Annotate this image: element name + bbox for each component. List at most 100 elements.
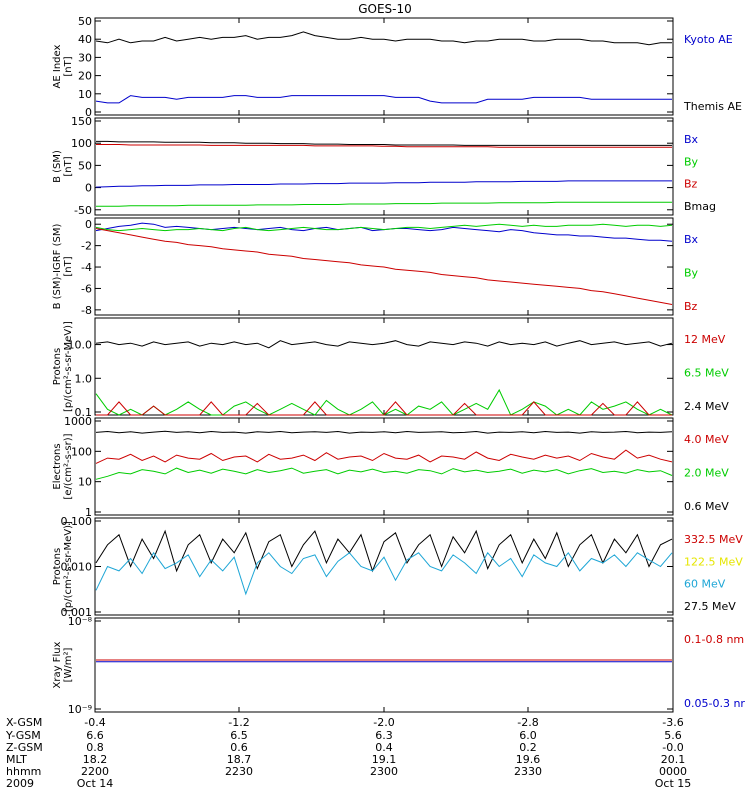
y-tick-label: 50 bbox=[78, 15, 92, 28]
x-table-cell: 0.2 bbox=[519, 741, 537, 754]
y-tick-label: 50 bbox=[78, 159, 92, 172]
series-line-red bbox=[96, 144, 672, 148]
panel-protons2: 0.001 0.010 0.100 Protons [p/(cm²-s-sr-MeV)]… bbox=[52, 515, 743, 619]
x-table-cell: 6.6 bbox=[86, 729, 104, 742]
x-table-row-label: Y-GSM bbox=[5, 729, 41, 742]
series-line-blue bbox=[95, 222, 673, 242]
x-table-cell: -0.4 bbox=[84, 716, 105, 729]
y-tick-label: 0.010 bbox=[61, 561, 93, 574]
legend-entry: 332.5 MeV bbox=[684, 533, 743, 546]
chart-title: GOES-10 bbox=[358, 2, 412, 16]
series-line-cyan bbox=[95, 551, 673, 596]
x-table-row-label: MLT bbox=[6, 753, 27, 766]
y-axis-label: AE Index bbox=[52, 44, 63, 88]
x-table-cell: 18.7 bbox=[227, 753, 252, 766]
x-table-cell: 0000 bbox=[659, 765, 687, 778]
legend-entry: 0.05-0.3 nr bbox=[684, 697, 745, 710]
x-table-cell: 2200 bbox=[81, 765, 109, 778]
y-tick-label: 0 bbox=[85, 106, 92, 119]
series-line-black bbox=[96, 140, 672, 146]
x-table-cell: -0.0 bbox=[662, 741, 683, 754]
series-line-blue bbox=[95, 180, 672, 188]
x-table-cell: 0.4 bbox=[375, 741, 393, 754]
y-axis-label: Protons bbox=[52, 348, 63, 385]
legend-entry: 2.4 MeV bbox=[684, 400, 729, 413]
legend-entry: 122.5 MeV bbox=[684, 555, 743, 568]
y-tick-label: 1 bbox=[85, 506, 92, 519]
y-tick-label: 0.1 bbox=[75, 406, 93, 419]
legend-entry: Themis AE bbox=[683, 100, 742, 113]
x-table-cell: 6.5 bbox=[230, 729, 248, 742]
y-tick-label: 1000 bbox=[64, 415, 92, 428]
y-axis-label: Xray Flux bbox=[52, 641, 63, 688]
x-table-cell: -2.8 bbox=[517, 716, 538, 729]
legend-entry: 27.5 MeV bbox=[684, 600, 736, 613]
y-tick-label: 100 bbox=[71, 137, 92, 150]
y-tick-label: -8 bbox=[81, 304, 92, 317]
y-tick-label: 10⁻⁹ bbox=[68, 703, 92, 716]
x-table-cell: 2330 bbox=[514, 765, 542, 778]
x-table-cell: 0.6 bbox=[230, 741, 248, 754]
x-table-cell: -1.2 bbox=[228, 716, 249, 729]
series-line-black bbox=[95, 31, 672, 46]
y-tick-label: 10 bbox=[78, 476, 92, 489]
legend-entry: 2.0 MeV bbox=[684, 467, 729, 480]
legend-entry: By bbox=[684, 155, 699, 168]
y-axis-label: B (SM) bbox=[52, 150, 63, 183]
y-axis-label: [nT] bbox=[63, 256, 74, 276]
y-axis-label: Electrons bbox=[52, 443, 63, 489]
y-axis-label: [p/(cm²-s-sr-MeV)] bbox=[63, 321, 74, 412]
y-tick-label: 40 bbox=[78, 33, 92, 46]
panel-ae: 0 10 20 30 40 50 AE Index [nT] Kyoto AE Themis AE bbox=[52, 15, 742, 119]
x-table-row-label: 2009 bbox=[6, 777, 34, 790]
y-tick-label: -2 bbox=[81, 240, 92, 253]
legend-entry: 60 MeV bbox=[684, 578, 726, 591]
x-table-cell: Oct 15 bbox=[655, 777, 692, 790]
legend-entry: 6.5 MeV bbox=[684, 367, 729, 380]
x-table-cell: 2230 bbox=[225, 765, 253, 778]
x-table-cell: 20.1 bbox=[661, 753, 686, 766]
legend-entry: 4.0 MeV bbox=[684, 433, 729, 446]
legend-entry: Kyoto AE bbox=[684, 33, 733, 46]
panel-dbsm: -8 -6 -4 -2 0 B (SM)-IGRF (SM) [nT] Bx By Bz bbox=[52, 217, 699, 317]
y-axis-label: [nT] bbox=[63, 56, 74, 76]
y-tick-label: 0.100 bbox=[61, 515, 93, 528]
series-line-blue bbox=[95, 95, 672, 104]
legend-entry: 0.6 MeV bbox=[684, 500, 729, 513]
x-table-cell: -2.0 bbox=[373, 716, 394, 729]
series-line-black bbox=[95, 340, 673, 349]
y-axis-label: [p/(cm²-s-sr-MeV)] bbox=[63, 521, 74, 612]
legend-entry: By bbox=[684, 267, 699, 280]
y-tick-label: 0 bbox=[85, 218, 92, 231]
x-table-cell: -3.6 bbox=[662, 716, 683, 729]
series-line-black bbox=[95, 529, 673, 573]
y-tick-label: 10.0 bbox=[68, 339, 93, 352]
legend-entry: 12 MeV bbox=[684, 333, 726, 346]
x-table-row-label: Z-GSM bbox=[6, 741, 43, 754]
y-tick-label: 0 bbox=[85, 182, 92, 195]
legend-entry: Bz bbox=[684, 178, 698, 191]
series-line-green bbox=[96, 201, 672, 207]
y-axis-label: [W/m²] bbox=[63, 647, 74, 682]
x-table-cell: 18.2 bbox=[83, 753, 108, 766]
y-axis-label: [nT] bbox=[63, 156, 74, 176]
x-table-cell: 0.8 bbox=[86, 741, 104, 754]
panel-frame bbox=[94, 517, 674, 616]
panel-protons1: 0.1 1.0 10.0 Protons [p/(cm²-s-sr-MeV)] 12 Me… bbox=[52, 317, 729, 419]
legend-entry: Bz bbox=[684, 300, 698, 313]
y-axis-label: [e/(cm²-s-sr)] bbox=[63, 433, 74, 499]
x-table-cell: 6.0 bbox=[519, 729, 537, 742]
x-table-row-label: X-GSM bbox=[6, 716, 42, 729]
panel-frame bbox=[94, 617, 674, 713]
series-line-black bbox=[95, 430, 673, 434]
legend-entry: 0.1-0.8 nm bbox=[684, 633, 744, 646]
x-table-cell: 5.6 bbox=[664, 729, 682, 742]
panel-frame bbox=[94, 117, 674, 216]
y-tick-label: 150 bbox=[71, 115, 92, 128]
legend-entry: Bx bbox=[684, 233, 699, 246]
x-table-cell: 2300 bbox=[370, 765, 398, 778]
y-tick-label: 100 bbox=[71, 445, 92, 458]
